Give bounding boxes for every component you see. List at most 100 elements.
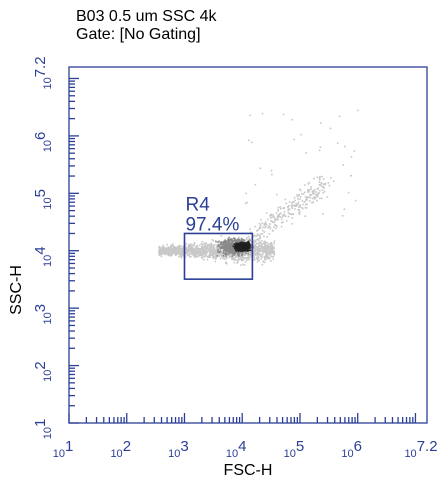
event-dot bbox=[170, 245, 172, 248]
event-dot bbox=[271, 221, 274, 224]
event-dot bbox=[256, 251, 259, 253]
event-dot bbox=[235, 250, 237, 252]
event-dot bbox=[209, 253, 211, 256]
event-dot bbox=[180, 251, 182, 254]
event-dot bbox=[283, 215, 286, 217]
event-dot bbox=[271, 249, 273, 252]
event-dot bbox=[315, 194, 317, 196]
event-dot bbox=[202, 244, 204, 247]
gate-r4-rectangle[interactable] bbox=[183, 232, 254, 280]
event-dot bbox=[215, 240, 217, 243]
event-dot bbox=[298, 194, 300, 197]
event-dot bbox=[238, 253, 240, 255]
event-dot bbox=[257, 248, 259, 251]
event-dot bbox=[180, 250, 183, 253]
event-dot bbox=[239, 243, 242, 245]
event-dot bbox=[283, 207, 285, 209]
event-dot bbox=[327, 182, 330, 184]
event-dot bbox=[240, 253, 243, 255]
event-dot bbox=[313, 177, 315, 180]
event-dot bbox=[201, 240, 204, 243]
event-dot bbox=[231, 257, 234, 260]
event-dot bbox=[315, 191, 317, 193]
event-dot bbox=[225, 245, 228, 247]
event-dot bbox=[230, 248, 233, 250]
event-dot bbox=[246, 244, 249, 246]
event-dot bbox=[233, 261, 236, 264]
event-dot bbox=[242, 243, 245, 245]
event-dot bbox=[174, 251, 176, 254]
event-dot bbox=[216, 255, 219, 257]
event-dot bbox=[267, 243, 270, 245]
event-dot bbox=[218, 244, 220, 246]
event-dot bbox=[248, 250, 250, 253]
event-dot bbox=[249, 256, 251, 259]
event-dot bbox=[259, 237, 262, 240]
event-dot bbox=[241, 253, 244, 255]
event-dot bbox=[326, 196, 329, 198]
event-dot bbox=[182, 246, 184, 249]
event-dot bbox=[282, 214, 284, 216]
event-dot bbox=[199, 244, 201, 247]
event-dot bbox=[224, 239, 227, 242]
event-dot bbox=[217, 245, 219, 248]
event-dot bbox=[279, 216, 282, 218]
event-dot bbox=[305, 152, 307, 154]
event-dot bbox=[279, 212, 281, 215]
event-dot bbox=[253, 251, 255, 254]
event-dot bbox=[254, 225, 256, 228]
event-dot bbox=[265, 256, 268, 259]
event-dot bbox=[248, 259, 250, 261]
event-dot bbox=[192, 253, 195, 255]
event-dot bbox=[193, 251, 195, 254]
event-dot bbox=[241, 238, 243, 240]
event-dot bbox=[192, 247, 195, 250]
event-dot bbox=[264, 226, 266, 229]
event-dot bbox=[205, 252, 208, 255]
event-dot bbox=[270, 255, 272, 257]
event-dot bbox=[243, 239, 246, 242]
event-dot bbox=[319, 146, 322, 148]
event-dot bbox=[219, 245, 221, 248]
event-dot bbox=[260, 240, 263, 242]
event-dot bbox=[160, 250, 163, 252]
y-tick-label: 102 bbox=[32, 361, 54, 382]
event-dot bbox=[272, 255, 275, 258]
event-dot bbox=[233, 240, 235, 242]
event-dot bbox=[313, 189, 316, 191]
plot-frame bbox=[68, 66, 428, 424]
event-dot bbox=[213, 246, 215, 248]
event-dot bbox=[241, 239, 243, 242]
event-dot bbox=[200, 256, 203, 259]
event-dot bbox=[249, 231, 252, 233]
event-dot bbox=[261, 233, 264, 235]
event-dot bbox=[256, 230, 258, 232]
event-dot bbox=[201, 247, 203, 250]
event-dot bbox=[219, 248, 221, 250]
event-dot bbox=[242, 263, 244, 266]
event-dot bbox=[208, 249, 210, 252]
event-dot bbox=[298, 204, 301, 206]
event-dot bbox=[178, 253, 180, 255]
event-dot bbox=[246, 236, 248, 239]
event-dot bbox=[257, 238, 260, 240]
event-dot bbox=[206, 258, 209, 261]
event-dot bbox=[173, 249, 175, 252]
event-dot bbox=[219, 250, 222, 253]
event-dot bbox=[229, 253, 232, 256]
event-dot bbox=[233, 243, 236, 246]
event-dot bbox=[293, 196, 296, 199]
event-dot bbox=[223, 258, 225, 260]
event-dot bbox=[256, 233, 259, 235]
event-dot bbox=[297, 202, 299, 205]
event-dot bbox=[191, 249, 194, 251]
event-dot bbox=[307, 189, 309, 191]
event-dot bbox=[230, 252, 232, 255]
event-dot bbox=[342, 164, 344, 166]
event-dot bbox=[299, 198, 301, 200]
event-dot bbox=[212, 247, 215, 249]
event-dot bbox=[270, 243, 272, 246]
event-dot bbox=[239, 247, 241, 249]
event-dot bbox=[287, 206, 289, 208]
event-dot bbox=[259, 244, 262, 247]
